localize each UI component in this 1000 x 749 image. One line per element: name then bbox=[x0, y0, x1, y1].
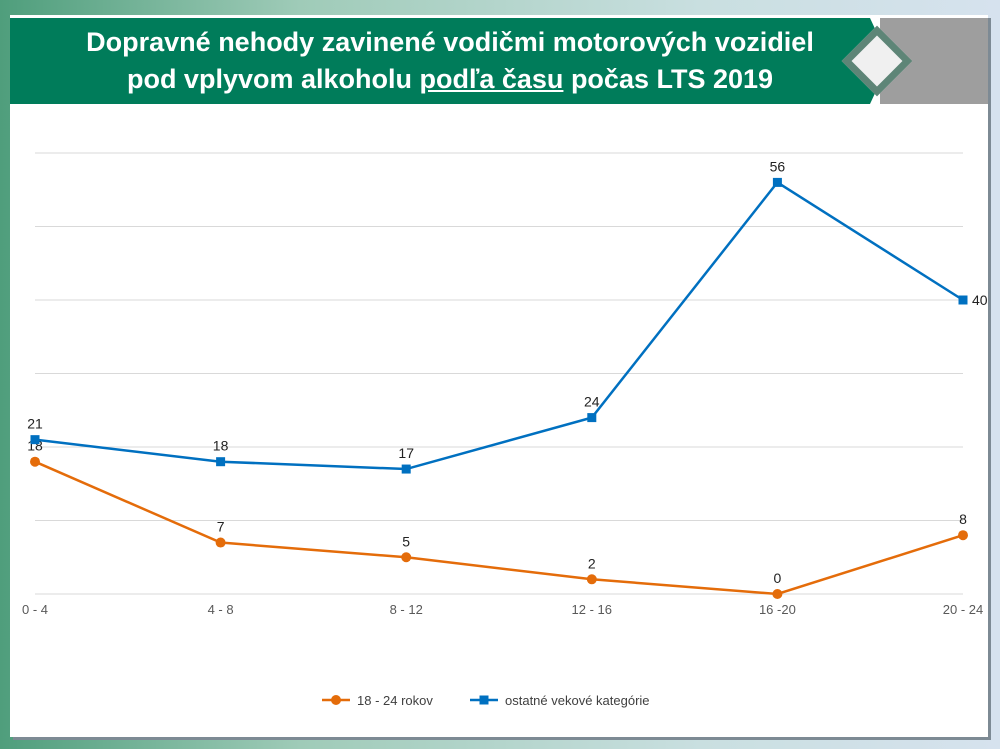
data-label: 8 bbox=[959, 511, 967, 527]
data-label: 7 bbox=[217, 519, 225, 535]
title-underlined: podľa času bbox=[419, 64, 564, 94]
slide bbox=[10, 15, 988, 737]
title-text: pod vplyvom alkoholu bbox=[126, 64, 420, 94]
legend-marker bbox=[331, 695, 341, 705]
data-point bbox=[401, 552, 412, 563]
title-banner bbox=[10, 18, 890, 104]
series-line bbox=[34, 180, 964, 471]
data-label: 18 bbox=[213, 438, 229, 454]
title-line-1: Dopravné nehody zavinené vodičmi motorov… bbox=[86, 27, 814, 57]
data-point bbox=[215, 537, 226, 548]
data-point bbox=[30, 435, 40, 445]
data-label: 56 bbox=[770, 158, 786, 174]
x-tick-label: 8 - 12 bbox=[390, 602, 423, 617]
x-tick-label: 16 -20 bbox=[759, 602, 796, 617]
legend-label: 18 - 24 rokov bbox=[357, 693, 433, 708]
legend-marker bbox=[479, 695, 489, 705]
data-label: 2 bbox=[588, 555, 596, 571]
data-point bbox=[401, 464, 411, 474]
data-label: 24 bbox=[584, 394, 600, 410]
data-label: 40 bbox=[972, 292, 988, 308]
x-tick-label: 12 - 16 bbox=[572, 602, 612, 617]
data-point bbox=[772, 589, 783, 599]
data-label: 5 bbox=[402, 533, 410, 549]
title-line-2: pod vplyvom alkoholu podľa času počas LT… bbox=[30, 61, 870, 98]
data-point bbox=[958, 295, 968, 305]
data-point bbox=[586, 574, 597, 585]
title-text: počas LTS 2019 bbox=[563, 64, 774, 94]
data-point bbox=[587, 413, 597, 423]
x-tick-label: 0 - 4 bbox=[22, 602, 48, 617]
data-label: 17 bbox=[398, 445, 414, 461]
data-label: 21 bbox=[27, 416, 43, 432]
legend-label: ostatné vekové kategórie bbox=[505, 693, 650, 708]
chart-title: Dopravné nehody zavinené vodičmi motorov… bbox=[30, 24, 870, 98]
data-point bbox=[772, 177, 782, 187]
data-point bbox=[216, 457, 226, 467]
series-line bbox=[34, 460, 964, 596]
data-label: 0 bbox=[774, 570, 782, 586]
x-tick-label: 20 - 24 bbox=[943, 602, 983, 617]
x-tick-label: 4 - 8 bbox=[208, 602, 234, 617]
data-point bbox=[30, 456, 40, 467]
data-point bbox=[958, 530, 968, 541]
